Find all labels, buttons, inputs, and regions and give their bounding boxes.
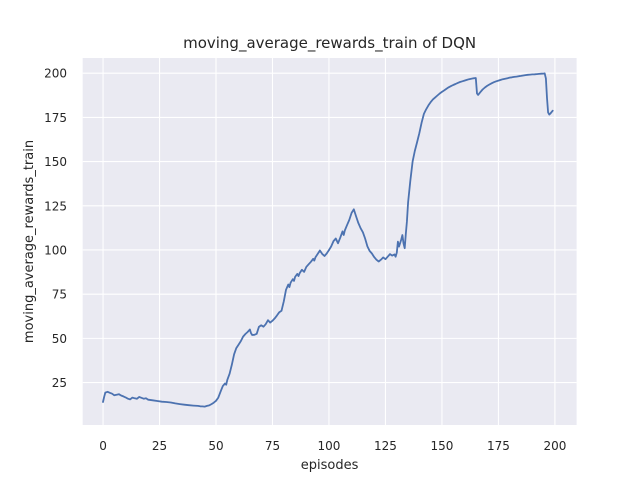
- x-tick-label: 50: [208, 439, 223, 453]
- chart-title: moving_average_rewards_train of DQN: [183, 34, 476, 53]
- y-tick-label: 175: [44, 111, 67, 125]
- x-tick-label: 100: [318, 439, 341, 453]
- y-tick-label: 200: [44, 67, 67, 81]
- y-tick-label: 50: [52, 332, 67, 346]
- y-tick-label: 100: [44, 243, 67, 257]
- x-tick-label: 175: [487, 439, 510, 453]
- data-line: [102, 72, 554, 408]
- x-tick-label: 125: [374, 439, 397, 453]
- x-tick-label: 200: [543, 439, 566, 453]
- y-axis-label: moving_average_rewards_train: [22, 140, 37, 343]
- y-tick-labels: 25 50 75 100 125 150 175 200: [44, 67, 67, 390]
- y-tick-label: 75: [52, 288, 67, 302]
- x-tick-label: 0: [99, 439, 107, 453]
- grid-lines: [82, 58, 577, 425]
- x-tick-label: 75: [265, 439, 280, 453]
- plot-area: [82, 58, 577, 425]
- y-tick-label: 150: [44, 155, 67, 169]
- x-tick-labels: 0 25 50 75 100 125 150 175 200: [99, 439, 566, 453]
- y-tick-label: 25: [52, 376, 67, 390]
- y-tick-label: 125: [44, 199, 67, 213]
- x-tick-label: 25: [152, 439, 167, 453]
- x-tick-label: 150: [430, 439, 453, 453]
- x-axis-label: episodes: [301, 458, 359, 473]
